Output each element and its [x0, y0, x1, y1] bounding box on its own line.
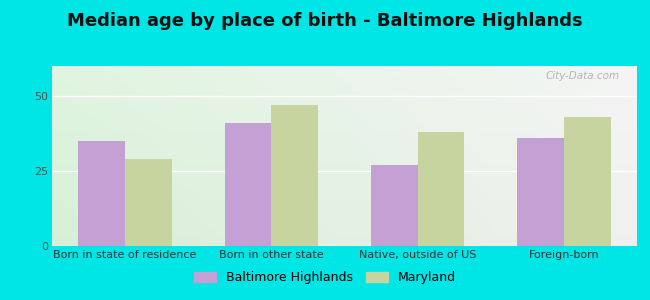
Bar [225, 123, 272, 246]
Text: City-Data.com: City-Data.com [545, 71, 619, 81]
Bar [371, 165, 417, 246]
Bar [517, 138, 564, 246]
Text: Median age by place of birth - Baltimore Highlands: Median age by place of birth - Baltimore… [67, 12, 583, 30]
Bar [78, 141, 125, 246]
Bar [564, 117, 610, 246]
Bar [417, 132, 464, 246]
Legend: Baltimore Highlands, Maryland: Baltimore Highlands, Maryland [187, 265, 463, 291]
Bar [272, 105, 318, 246]
Bar [125, 159, 172, 246]
